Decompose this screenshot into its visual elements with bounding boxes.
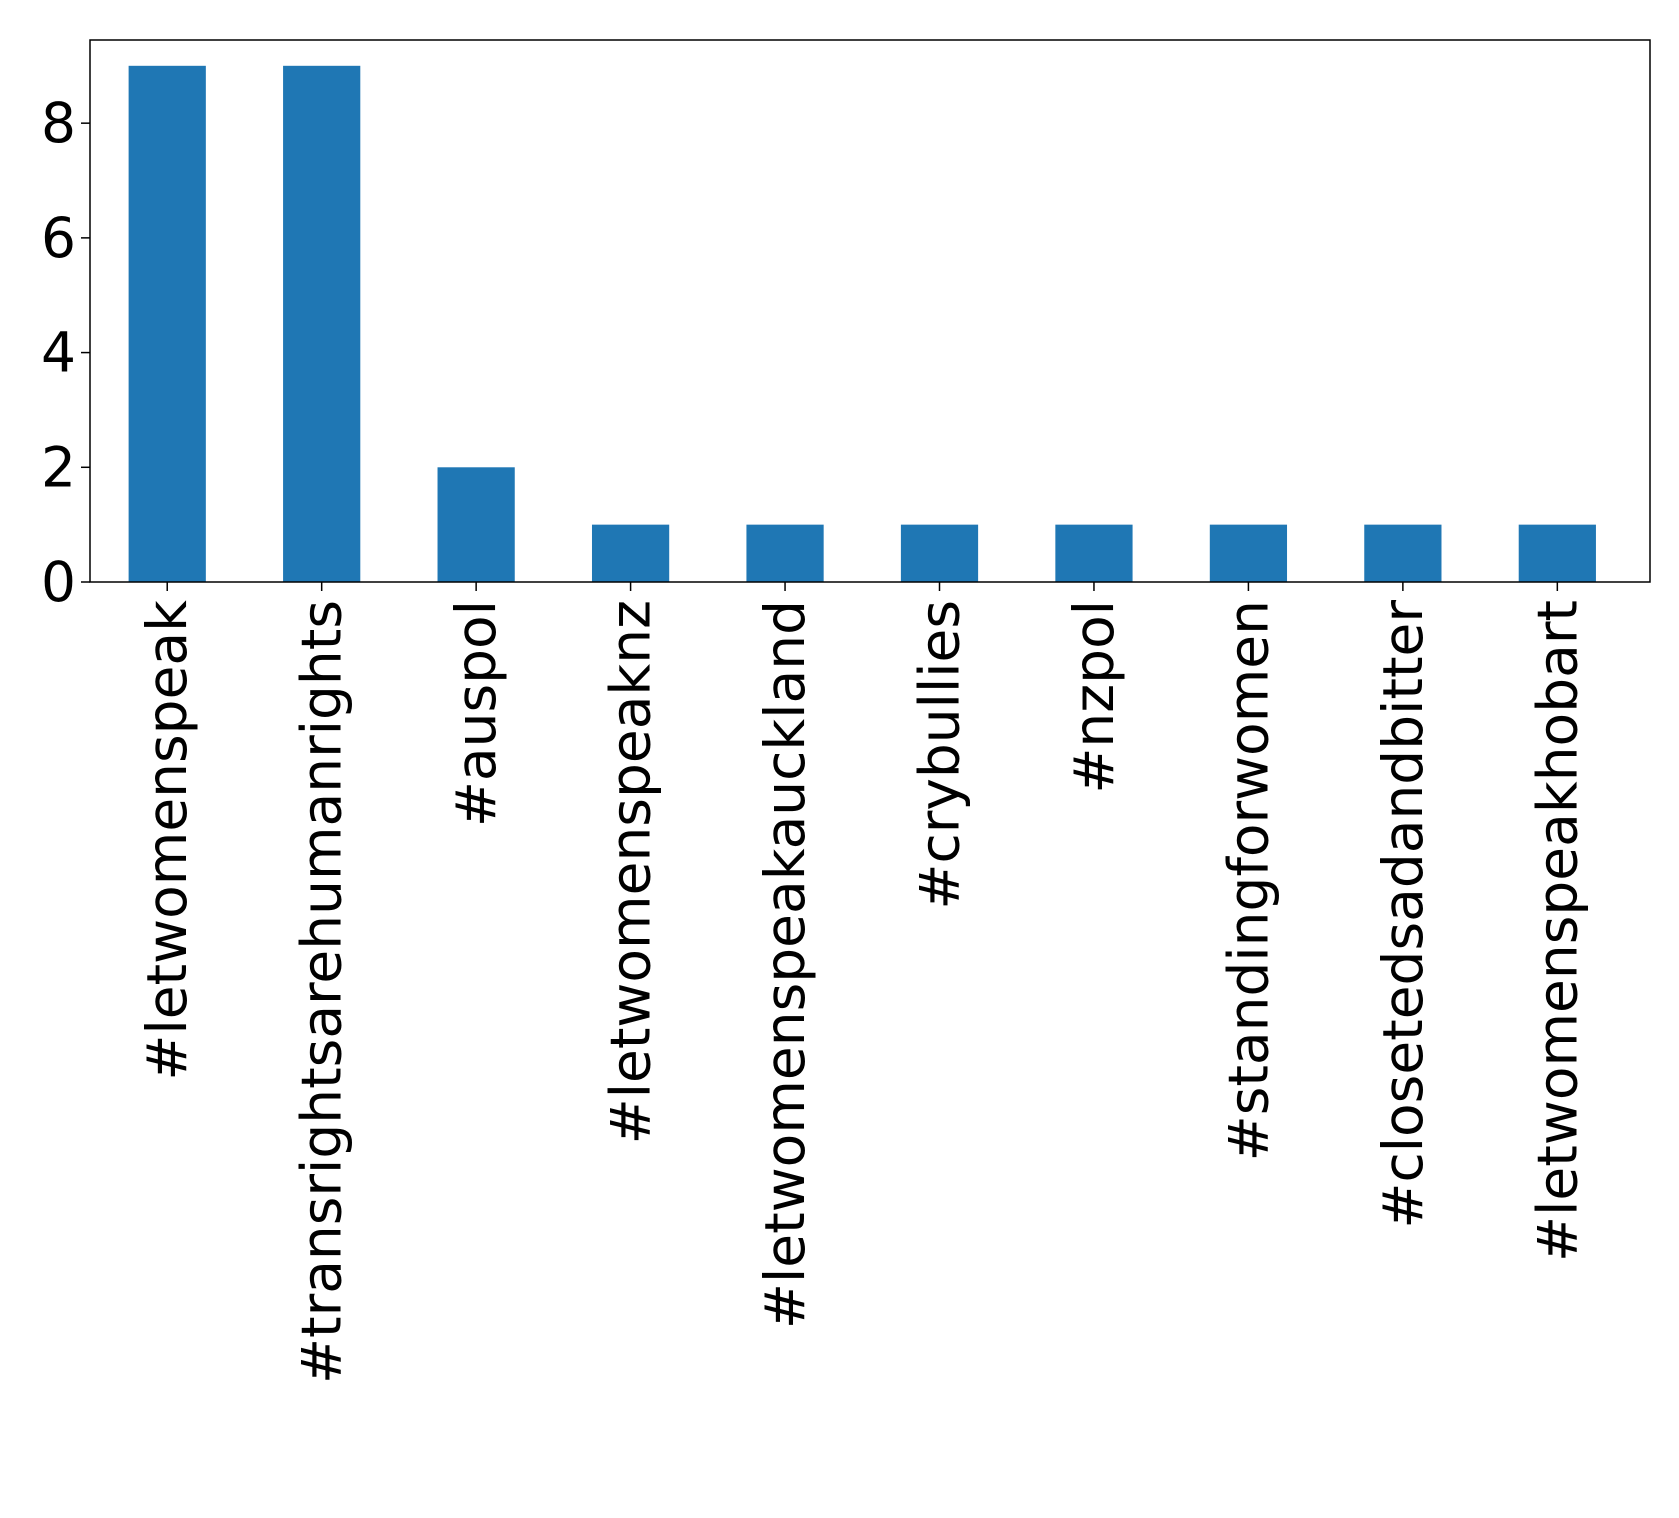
bars-group: [128, 65, 1596, 583]
bar-letwomenspeakauckland: [746, 524, 824, 582]
bar-letwomenspeakhobart: [1518, 524, 1596, 582]
y-tick-label: 8: [41, 91, 76, 155]
x-tick-label: #transrightsarehumanrights: [290, 600, 354, 1384]
bar-transrightsarehumanrights: [283, 65, 361, 583]
x-tick-label: #letwomenspeakhobart: [1525, 600, 1589, 1262]
x-tick-label: #nzpol: [1062, 600, 1126, 794]
x-tick-label: #letwomenspeakauckland: [753, 600, 817, 1329]
x-axis: #letwomenspeak #transrightsarehumanrights…: [135, 582, 1589, 1384]
bar-crybullies: [900, 524, 979, 582]
bar-nzpol: [1055, 524, 1133, 582]
y-tick-label: 2: [41, 435, 76, 499]
y-axis: 0 2 4 6 8: [41, 91, 90, 614]
x-tick-label: #closetedsadandbitter: [1371, 600, 1435, 1229]
bar-letwomenspeak: [128, 65, 206, 583]
y-tick-label: 0: [41, 550, 76, 614]
x-tick-label: #letwomenspeak: [135, 600, 199, 1081]
plot-frame: [89, 39, 1651, 583]
y-tick-label: 6: [41, 206, 76, 270]
x-tick-label: #auspol: [444, 600, 508, 827]
y-tick-label: 4: [41, 321, 76, 385]
bar-letwomenspeaknz: [591, 524, 670, 582]
bar-auspol: [437, 467, 515, 582]
x-tick-label: #standingforwomen: [1216, 600, 1280, 1161]
bar-standingforwomen: [1209, 524, 1288, 582]
x-tick-label: #letwomenspeaknz: [599, 600, 663, 1144]
x-tick-label: #crybullies: [908, 600, 972, 910]
bar-closetedsadandbitter: [1364, 524, 1442, 582]
